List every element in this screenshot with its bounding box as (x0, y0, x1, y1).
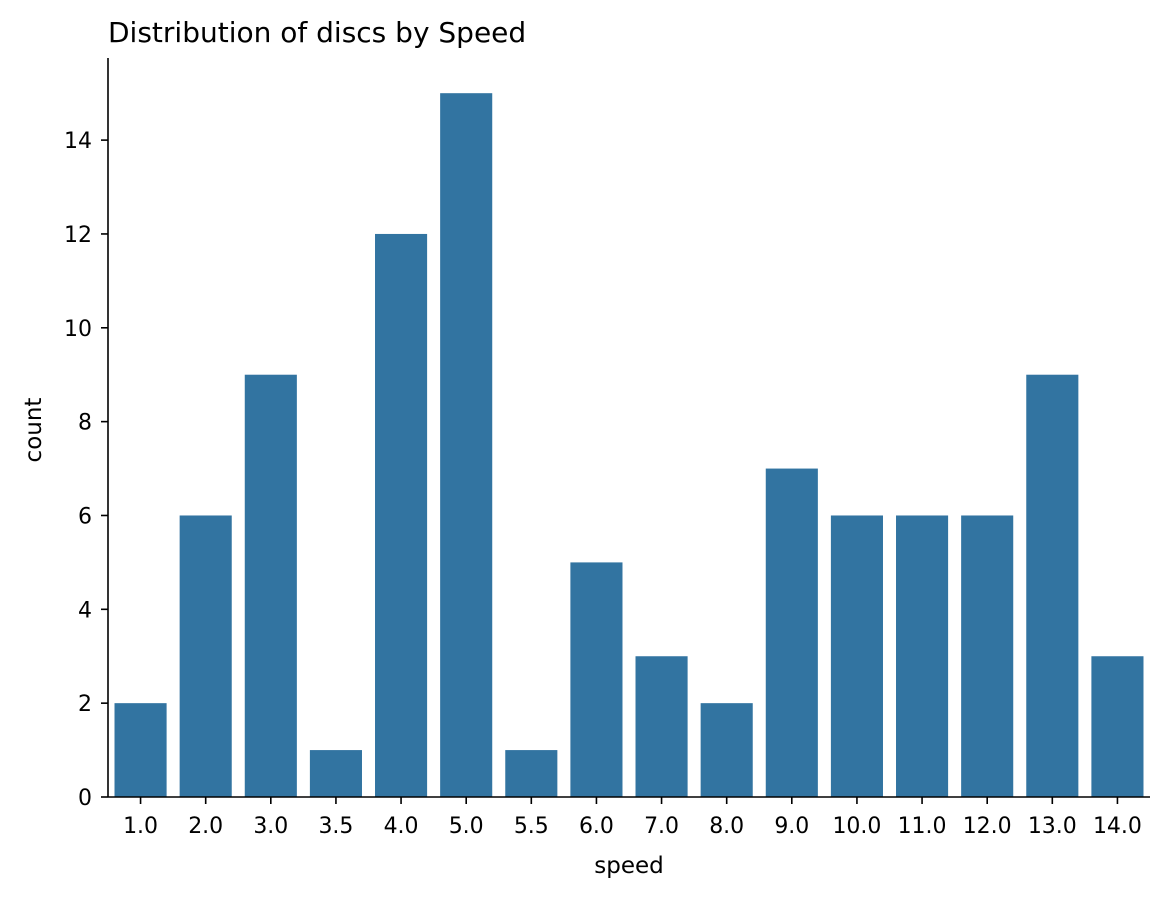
bar-5.0 (440, 93, 493, 797)
y-axis-label: count (21, 398, 47, 463)
x-tick-label: 5.5 (514, 814, 549, 839)
x-tick-label: 7.0 (644, 814, 679, 839)
y-tick-label: 14 (64, 129, 92, 154)
bar-9.0 (765, 468, 818, 797)
x-axis-ticks: 1.0 2.0 3.0 3.5 4.0 5.0 5.5 6.0 7.0 8.0 9.0 10.0 11.… (123, 797, 1142, 839)
bar-13.0 (1026, 374, 1079, 797)
y-tick-label: 2 (78, 692, 92, 717)
x-tick-label: 3.5 (318, 814, 353, 839)
x-tick-label: 5.0 (449, 814, 484, 839)
x-tick-label: 13.0 (1028, 814, 1077, 839)
x-tick-label: 6.0 (579, 814, 614, 839)
x-tick-label: 3.0 (253, 814, 288, 839)
bar-6.0 (570, 562, 623, 797)
bar-7.0 (635, 656, 688, 797)
x-tick-label: 10.0 (832, 814, 881, 839)
y-tick-label: 10 (64, 317, 92, 342)
y-axis-ticks: 0 2 4 6 8 10 12 14 (64, 129, 108, 811)
bar-3.0 (244, 374, 297, 797)
bar-8.0 (700, 703, 753, 797)
x-tick-label: 12.0 (963, 814, 1012, 839)
x-tick-label: 4.0 (384, 814, 419, 839)
chart-title: Distribution of discs by Speed (108, 16, 526, 49)
bar-11.0 (896, 515, 949, 797)
y-tick-label: 4 (78, 598, 92, 623)
bar-5.5 (505, 750, 558, 797)
bar-4.0 (375, 233, 428, 797)
x-tick-label: 11.0 (898, 814, 947, 839)
x-tick-label: 8.0 (709, 814, 744, 839)
bar-2.0 (179, 515, 232, 797)
x-tick-label: 1.0 (123, 814, 158, 839)
x-tick-label: 14.0 (1093, 814, 1142, 839)
bar-10.0 (830, 515, 883, 797)
bar-12.0 (961, 515, 1014, 797)
y-tick-label: 12 (64, 223, 92, 248)
x-tick-label: 2.0 (188, 814, 223, 839)
bar-series (114, 93, 1144, 797)
bar-14.0 (1091, 656, 1144, 797)
y-tick-label: 0 (78, 786, 92, 811)
y-tick-label: 6 (78, 504, 92, 529)
x-tick-label: 9.0 (774, 814, 809, 839)
y-tick-label: 8 (78, 411, 92, 436)
bar-1.0 (114, 703, 167, 797)
x-axis-label: speed (594, 853, 663, 879)
bar-3.5 (309, 750, 362, 797)
